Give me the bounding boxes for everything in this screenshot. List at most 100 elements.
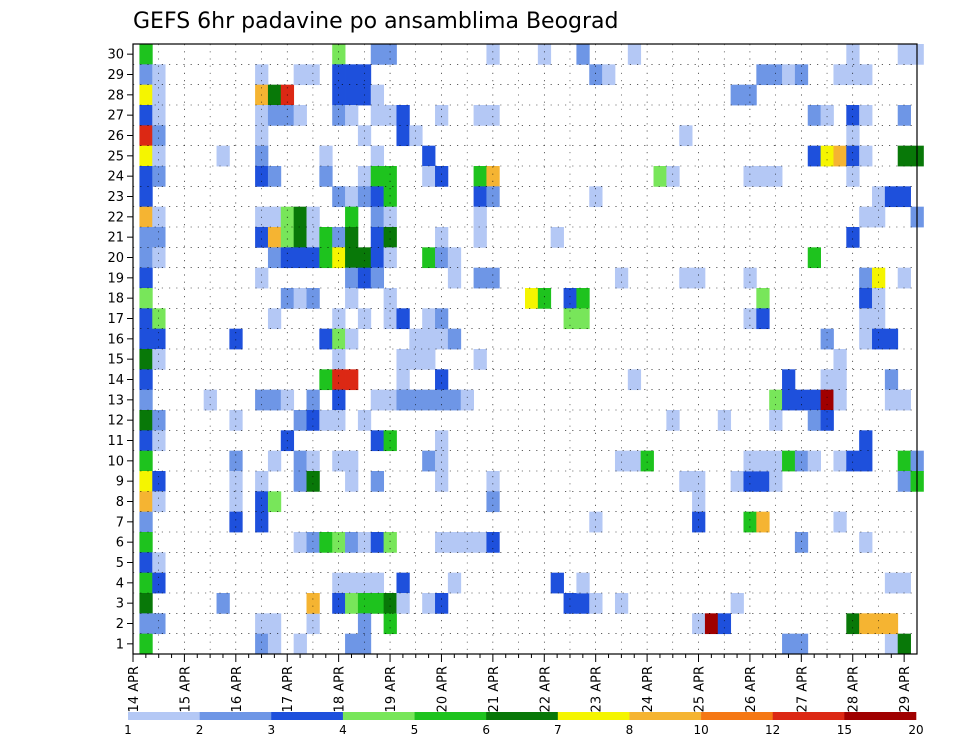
heatmap-cell	[846, 44, 860, 65]
y-tick-label: 20	[107, 251, 124, 266]
heatmap-cell	[769, 471, 783, 492]
y-tick-label: 30	[107, 48, 124, 63]
heatmap-cell	[884, 389, 899, 411]
x-axis-ticks: 14 APR 15 APR 16 APR 17 APR 18 APR 19 APR 20 A…	[127, 654, 913, 712]
heatmap-cell	[357, 613, 372, 635]
heatmap-cell	[370, 471, 385, 492]
legend-swatch	[629, 712, 702, 720]
heatmap-cell	[332, 105, 346, 126]
heatmap-cell	[396, 389, 410, 411]
legend-label: 1	[124, 723, 132, 737]
heatmap-cell	[280, 247, 295, 269]
heatmap-cell	[345, 247, 359, 269]
heatmap-cell	[152, 410, 166, 431]
heatmap-cell	[345, 84, 359, 106]
heatmap-cell	[435, 450, 449, 472]
heatmap-cell	[743, 267, 757, 289]
heatmap-cell	[255, 267, 269, 289]
heatmap-cell	[730, 471, 744, 492]
heatmap-cell	[833, 369, 847, 391]
heatmap-cell	[139, 328, 153, 350]
heatmap-cell	[229, 491, 243, 513]
heatmap-cell	[357, 572, 372, 594]
heatmap-cell	[255, 64, 269, 86]
heatmap-cell	[255, 389, 269, 411]
heatmap-cell	[486, 186, 500, 208]
heatmap-cell	[666, 410, 680, 431]
heatmap-cell	[422, 349, 436, 370]
x-tick-label: 29 APR	[898, 666, 913, 712]
legend-label: 10	[693, 723, 708, 737]
heatmap-cell	[152, 328, 166, 350]
heatmap-cell	[846, 166, 860, 187]
heatmap-cell	[139, 267, 153, 289]
heatmap-cell	[872, 186, 886, 208]
heatmap-cell	[345, 593, 359, 614]
heatmap-cell	[743, 450, 757, 472]
heatmap-cell	[422, 450, 436, 472]
heatmap-cell	[255, 511, 269, 533]
heatmap-cell	[422, 308, 436, 330]
heatmap-cell	[255, 613, 269, 635]
heatmap-cell	[267, 105, 282, 126]
heatmap-cell	[756, 511, 770, 533]
x-tick-label: 28 APR	[847, 666, 862, 712]
heatmap-cell	[846, 227, 860, 248]
heatmap-cell	[345, 532, 359, 553]
heatmap-cell	[897, 389, 911, 411]
heatmap-cell	[267, 84, 282, 106]
heatmap-cell	[525, 288, 539, 309]
heatmap-cell	[859, 328, 873, 350]
color-legend: 1 2 3 4 5 6 7 8 10 12 15 20	[124, 712, 924, 737]
heatmap-cell	[332, 532, 346, 553]
heatmap-cell	[229, 450, 243, 472]
heatmap-cell	[357, 633, 372, 655]
y-tick-label: 16	[107, 332, 124, 347]
heatmap-cell	[267, 308, 282, 330]
heatmap-cell	[769, 450, 783, 472]
heatmap-cell	[139, 450, 153, 472]
heatmap-cell	[357, 166, 372, 187]
heatmap-cell	[897, 105, 911, 126]
heatmap-cell	[794, 532, 809, 553]
heatmap-cell	[859, 288, 873, 309]
heatmap-cell	[139, 105, 153, 126]
heatmap-cell	[782, 633, 796, 655]
heatmap-cell	[319, 247, 333, 269]
heatmap-cell	[692, 471, 706, 492]
legend-label: 5	[411, 723, 419, 737]
y-tick-label: 15	[107, 353, 124, 368]
heatmap-cell	[627, 450, 642, 472]
heatmap-cell	[267, 491, 282, 513]
heatmap-cell	[396, 369, 410, 391]
heatmap-cell	[255, 105, 269, 126]
legend-label: 7	[554, 723, 562, 737]
legend-swatch	[701, 712, 774, 720]
heatmap-cell	[319, 532, 333, 553]
heatmap-cell	[332, 44, 346, 65]
legend-label: 2	[196, 723, 204, 737]
heatmap-cell	[139, 511, 153, 533]
x-tick-label: 14 APR	[127, 666, 142, 712]
heatmap-cell	[139, 430, 153, 452]
legend-label: 3	[267, 723, 275, 737]
heatmap-cell	[846, 125, 860, 147]
heatmap-cell	[473, 105, 487, 126]
heatmap-cell	[332, 450, 346, 472]
heatmap-cell	[460, 532, 474, 553]
heatmap-cell	[255, 491, 269, 513]
heatmap-cell	[576, 288, 590, 309]
heatmap-cell	[743, 166, 757, 187]
heatmap-cell	[139, 308, 153, 330]
y-tick-label: 6	[116, 536, 124, 551]
heatmap-cell	[370, 44, 385, 65]
heatmap-cell	[679, 125, 693, 147]
legend-label: 20	[908, 723, 923, 737]
heatmap-cell	[139, 532, 153, 553]
heatmap-cell	[730, 84, 744, 106]
y-tick-label: 13	[107, 393, 124, 408]
heatmap-cell	[306, 450, 320, 472]
x-tick-label: 16 APR	[230, 666, 245, 712]
heatmap-cell	[345, 633, 359, 655]
heatmap-cell	[152, 613, 166, 635]
